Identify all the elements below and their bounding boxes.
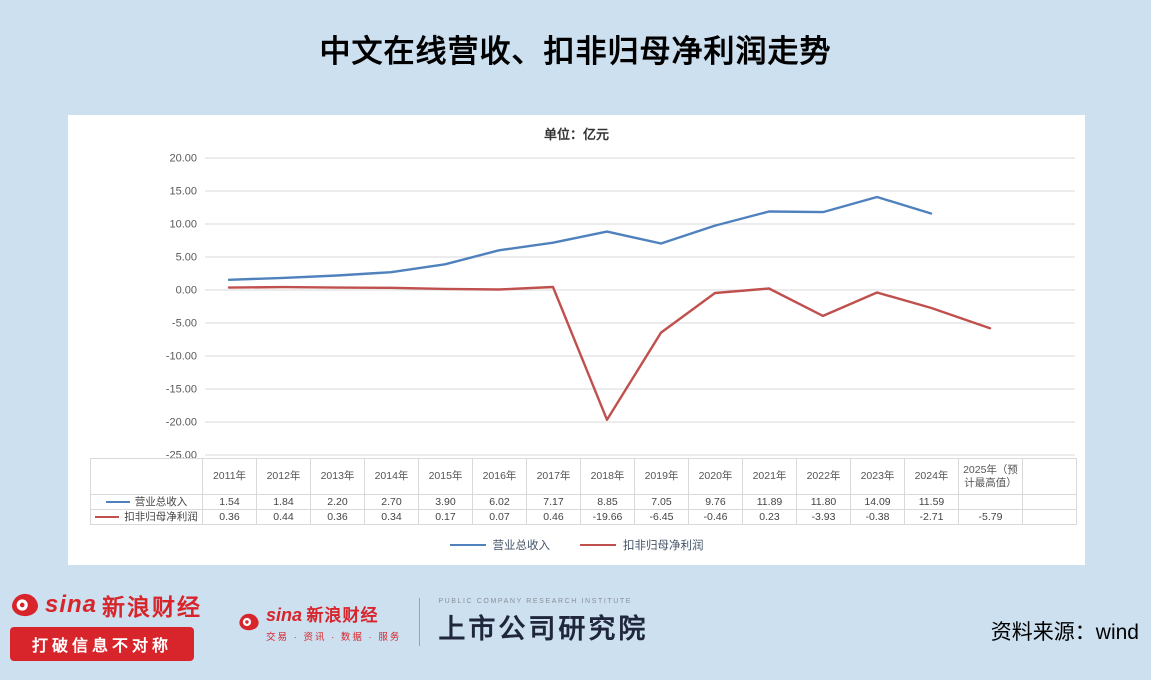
- value-cell: 2.20: [310, 493, 365, 511]
- y-axis-label: -5.00: [172, 318, 197, 330]
- value-cell: 0.36: [310, 509, 365, 526]
- value-cell: 0.17: [418, 509, 473, 526]
- sina-finance-name: 新浪财经: [306, 606, 379, 625]
- value-cell: 0.46: [526, 509, 581, 526]
- institute-name: 上市公司研究院: [438, 614, 649, 644]
- value-cell: 3.90: [418, 493, 473, 511]
- legend-label: 营业总收入: [492, 540, 551, 552]
- value-cell: 7.05: [634, 493, 689, 511]
- empty-cell: [1022, 493, 1077, 511]
- research-institute-logo: PUBLIC COMPANY RESEARCH INSTITUTE 上市公司研究…: [438, 598, 648, 646]
- footer-divider: [419, 598, 421, 646]
- chart-unit-label: 单位：亿元: [543, 127, 609, 142]
- year-header-cell: 2025年（预计最高值）: [958, 458, 1023, 495]
- legend-label: 扣非归母净利润: [623, 540, 704, 552]
- sina-brand-text: sina: [266, 605, 303, 625]
- year-header-cell: 2020年: [688, 458, 743, 495]
- sina-services-tagline: 交易 · 资讯 · 数据 · 服务: [266, 632, 402, 643]
- sina-finance-logo-small: sina 新浪财经 交易 · 资讯 · 数据 · 服务: [238, 601, 401, 643]
- legend-key-icon: [105, 500, 130, 504]
- sina-logo-row: sina 新浪财经: [10, 588, 210, 622]
- sina-finance-name: 新浪财经: [102, 594, 203, 620]
- year-header-cell: 2021年: [742, 458, 797, 495]
- chart-panel: 单位：亿元 20.00 15.00 10.00 5.00 0.00 -5.00 -10.00…: [68, 115, 1085, 565]
- year-header-cell: 2019年: [634, 458, 689, 495]
- year-header-cell: 2022年: [796, 458, 851, 495]
- legend-item: 扣非归母净利润: [580, 537, 704, 553]
- year-header-cell: 2012年: [256, 458, 311, 495]
- empty-cell: [1022, 509, 1077, 526]
- year-header-cell: 2013年: [310, 458, 365, 495]
- y-axis-label: 15.00: [169, 186, 197, 198]
- value-cell: 11.80: [796, 493, 851, 511]
- value-cell: -19.66: [580, 509, 635, 526]
- y-axis-label: -15.00: [166, 384, 197, 396]
- value-cell: [958, 493, 1023, 511]
- net-profit-line: [227, 285, 992, 421]
- value-cell: 0.36: [202, 509, 257, 526]
- y-axis-label: 0.00: [176, 285, 197, 297]
- footer-brand-bar: sina 新浪财经 交易 · 资讯 · 数据 · 服务 PUBLIC COMPA…: [238, 598, 648, 646]
- value-cell: -6.45: [634, 509, 689, 526]
- y-axis-label: -10.00: [166, 351, 197, 363]
- data-source: 资料来源：wind: [990, 621, 1139, 644]
- institute-caption: PUBLIC COMPANY RESEARCH INSTITUTE: [438, 598, 633, 605]
- table-corner-cell: [90, 458, 203, 495]
- value-cell: 0.07: [472, 509, 527, 526]
- series-label-cell: 营业总收入: [90, 493, 203, 511]
- table-row: 扣非归母净利润 0.36 0.44 0.36 0.34 0.17 0.07 0.46 -19.6…: [90, 509, 1077, 526]
- value-cell: 0.44: [256, 509, 311, 526]
- value-cell: -3.93: [796, 509, 851, 526]
- value-cell: 7.17: [526, 493, 581, 511]
- value-cell: 8.85: [580, 493, 635, 511]
- value-cell: 14.09: [850, 493, 905, 511]
- value-cell: 9.76: [688, 493, 743, 511]
- value-cell: 2.70: [364, 493, 419, 511]
- value-cell: -0.46: [688, 509, 743, 526]
- table-row: 营业总收入 1.54 1.84 2.20 2.70 3.90 6.02 7.17 8.85 7.0…: [90, 493, 1077, 511]
- year-header-cell: 2011年: [202, 458, 257, 495]
- value-cell: 1.84: [256, 493, 311, 511]
- legend-item: 营业总收入: [449, 537, 551, 553]
- table-header-row: 2011年 2012年 2013年 2014年 2015年 2016年 2017年 2018年…: [90, 458, 1077, 495]
- legend-key-icon: [95, 515, 120, 519]
- series-label-cell: 扣非归母净利润: [90, 509, 203, 526]
- chart-data-table: 2011年 2012年 2013年 2014年 2015年 2016年 2017年 2018年…: [90, 458, 1077, 526]
- empty-header-cell: [1022, 458, 1077, 495]
- value-cell: 0.23: [742, 509, 797, 526]
- year-header-cell: 2016年: [472, 458, 527, 495]
- value-cell: 0.34: [364, 509, 419, 526]
- legend-key-icon: [449, 543, 486, 547]
- year-header-cell: 2024年: [904, 458, 959, 495]
- value-cell: -2.71: [904, 509, 959, 526]
- line-chart: 20.00 15.00 10.00 5.00 0.00 -5.00 -10.00 -15.00…: [166, 153, 1075, 462]
- year-header-cell: 2015年: [418, 458, 473, 495]
- y-axis-label: 10.00: [169, 219, 197, 231]
- sina-eye-icon: [239, 613, 259, 631]
- y-axis-label: 5.00: [176, 252, 197, 264]
- year-header-cell: 2017年: [526, 458, 581, 495]
- year-header-cell: 2018年: [580, 458, 635, 495]
- series-name: 营业总收入: [134, 496, 188, 508]
- y-axis-label: 20.00: [169, 153, 197, 165]
- value-cell: -0.38: [850, 509, 905, 526]
- year-header-cell: 2014年: [364, 458, 419, 495]
- legend-key-icon: [580, 543, 616, 547]
- value-cell: -5.79: [958, 509, 1023, 526]
- value-cell: 11.59: [904, 493, 959, 511]
- series-name: 扣非归母净利润: [124, 511, 198, 524]
- value-cell: 11.89: [742, 493, 797, 511]
- value-cell: 1.54: [202, 493, 257, 511]
- sina-brand-text: sina: [45, 591, 98, 618]
- sina-finance-logo: sina 新浪财经 打破信息不对称: [10, 588, 210, 661]
- year-header-cell: 2023年: [850, 458, 905, 495]
- page-title: 中文在线营收、扣非归母净利润走势: [319, 34, 832, 69]
- chart-legend: 营业总收入 扣非归母净利润: [68, 537, 1085, 553]
- value-cell: 6.02: [472, 493, 527, 511]
- y-axis-label: -20.00: [166, 417, 197, 429]
- sina-eye-icon: [12, 593, 38, 617]
- revenue-line: [227, 195, 933, 282]
- sina-slogan-badge: 打破信息不对称: [10, 627, 194, 661]
